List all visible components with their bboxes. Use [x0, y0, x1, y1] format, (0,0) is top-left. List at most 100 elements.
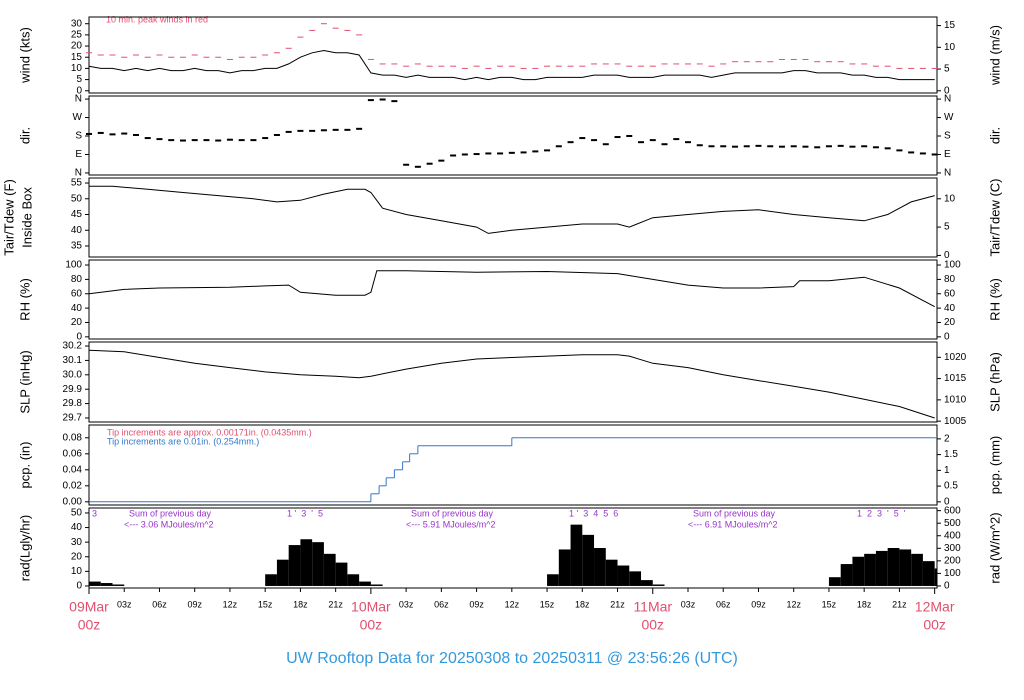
y2-tick-label: 1010: [944, 395, 967, 406]
x-tick-label: 18z: [575, 599, 590, 609]
y2-tick-label: 15: [944, 20, 956, 31]
bar: [570, 524, 583, 586]
y-axis-label: dir.: [17, 127, 32, 144]
y2-tick-label: 0: [944, 250, 950, 261]
y2-tick-label: 300: [944, 543, 961, 554]
annotation: <--- 6.91 MJoules/m^2: [688, 519, 778, 529]
y2-tick-label: 0.5: [944, 481, 958, 492]
x-tick-label: 15z: [540, 599, 555, 609]
y2-tick-label: 1005: [944, 416, 967, 427]
data-line: [88, 270, 935, 308]
x-day-label: 11Mar: [633, 599, 672, 615]
y-tick-label: 25: [71, 30, 83, 41]
bar: [347, 574, 360, 586]
y-tick-label: 30: [71, 537, 83, 548]
y2-axis-label: rad (W/m^2): [987, 512, 1002, 583]
y-tick-label: 10: [71, 566, 83, 577]
y2-tick-label: 10: [944, 193, 956, 204]
y2-tick-label: 40: [944, 303, 956, 314]
x-tick-label: 03z: [681, 599, 696, 609]
y-tick-label: 0.06: [63, 448, 83, 459]
y-tick-label: 30.0: [63, 369, 83, 380]
x-tick-label: 09z: [187, 599, 202, 609]
bar: [899, 549, 912, 586]
annotation: <--- 5.91 MJoules/m^2: [406, 519, 496, 529]
y-tick-label: 5: [76, 74, 82, 85]
y-tick-label: 40: [71, 303, 83, 314]
bar: [323, 553, 336, 586]
y2-tick-label: 1.5: [944, 449, 958, 460]
bar: [629, 571, 642, 586]
y2-axis-label: SLP (hPa): [987, 352, 1002, 412]
y2-tick-label: 400: [944, 530, 961, 541]
x-tick-label: 09z: [751, 599, 766, 609]
bar: [300, 539, 313, 586]
y2-tick-label: 60: [944, 288, 956, 299]
x-day-label: 10Mar: [351, 599, 391, 615]
y-tick-label: 20: [71, 551, 83, 562]
x-tick-label: 18z: [293, 599, 308, 609]
annotation: Tip increments are 0.01in. (0.254mm.): [107, 436, 259, 446]
bar: [594, 548, 606, 586]
y2-tick-label: 1020: [944, 352, 967, 363]
y-axis-label: wind (kts): [17, 27, 32, 84]
y-tick-label: 15: [71, 52, 83, 63]
y-tick-label: 0.02: [63, 480, 83, 491]
y2-tick-label: 0: [944, 496, 950, 507]
y2-axis-label: Tair/Tdew (C): [987, 178, 1002, 256]
y-tick-label: 100: [65, 260, 82, 271]
x-tick-label: 21z: [610, 599, 625, 609]
data-line: [89, 185, 935, 234]
y-tick-label: 0.04: [63, 464, 83, 475]
y-tick-label: W: [73, 112, 83, 123]
x-tick-label: 18z: [857, 599, 872, 609]
x-tick-label: 03z: [117, 599, 132, 609]
y2-axis-label: pcp. (mm): [987, 436, 1002, 495]
bar: [641, 580, 653, 586]
bar: [89, 581, 101, 586]
bar: [911, 553, 923, 586]
y-tick-label: 55: [71, 178, 83, 189]
x-tick-label: 15z: [258, 599, 273, 609]
y-tick-label: 60: [71, 288, 83, 299]
x-day-sublabel: 00z: [923, 617, 946, 633]
y2-tick-label: 0: [944, 581, 950, 592]
y2-tick-label: 600: [944, 505, 961, 516]
bar: [828, 577, 841, 586]
y-tick-label: 20: [71, 41, 83, 52]
bar: [312, 542, 324, 586]
y-tick-label: 0.00: [63, 496, 83, 507]
bar: [582, 534, 595, 586]
bar: [265, 574, 277, 586]
y2-tick-label: 200: [944, 555, 961, 566]
y2-axis-label: RH (%): [987, 278, 1002, 321]
bar: [100, 583, 113, 586]
y-tick-label: 0: [76, 85, 82, 96]
chart-title: UW Rooftop Data for 20250308 to 20250311…: [286, 650, 738, 667]
x-day-label: 09Mar: [69, 599, 109, 615]
y-tick-label: 80: [71, 274, 83, 285]
panel-frame: [88, 259, 938, 340]
y2-tick-label: 20: [944, 317, 956, 328]
annotation: 1 2 3 ' 5 ': [857, 508, 906, 518]
data-line: [88, 49, 935, 81]
x-tick-label: 12z: [223, 599, 238, 609]
y-tick-label: 0: [76, 581, 82, 592]
y2-tick-label: 1015: [944, 373, 967, 384]
y-tick-label: 30: [71, 18, 83, 29]
annotation: Sum of previous day: [693, 508, 776, 518]
y-axis-label: SLP (inHg): [17, 350, 32, 413]
x-day-label: 12Mar: [915, 599, 955, 615]
x-tick-label: 03z: [399, 599, 414, 609]
y-tick-label: 45: [71, 209, 83, 220]
bar: [276, 559, 289, 586]
panel-frame: [88, 95, 938, 176]
y-axis-label: pcp. (in): [17, 442, 32, 489]
annotation: 10 min. peak winds in red: [106, 14, 208, 24]
y2-tick-label: E: [944, 149, 951, 160]
y2-tick-label: N: [944, 168, 951, 179]
panel-frame: [88, 16, 938, 94]
y2-tick-label: 10: [944, 42, 956, 53]
y-tick-label: 20: [71, 317, 83, 328]
y-tick-label: 30.2: [63, 341, 83, 352]
